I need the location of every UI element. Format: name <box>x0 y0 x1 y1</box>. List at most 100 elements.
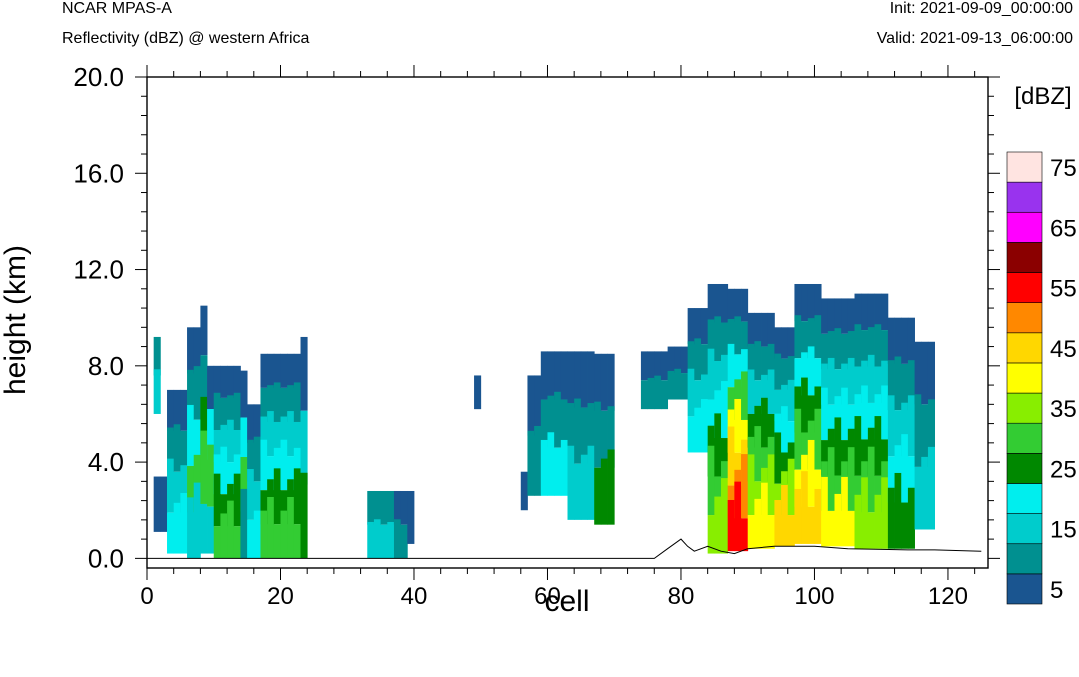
reflectivity-cell <box>700 399 709 453</box>
colorbar-bin <box>1006 332 1043 364</box>
reflectivity-cell <box>761 397 769 448</box>
reflectivity-cell <box>847 357 855 405</box>
reflectivity-cell <box>907 456 915 503</box>
reflectivity-cell <box>901 363 909 411</box>
y-tick-label: 4.0 <box>88 447 124 477</box>
colorbar-label: 45 <box>1050 336 1077 363</box>
reflectivity-cell <box>887 360 895 411</box>
reflectivity-cell <box>794 408 802 470</box>
reflectivity-cell <box>180 430 188 472</box>
reflectivity-cell <box>827 510 835 547</box>
reflectivity-cell <box>153 476 161 532</box>
reflectivity-cell <box>854 293 862 331</box>
reflectivity-cell <box>821 476 829 547</box>
reflectivity-cell <box>767 343 775 381</box>
reflectivity-cell <box>881 477 889 549</box>
reflectivity-cell <box>547 351 555 400</box>
reflectivity-cell <box>373 490 382 525</box>
reflectivity-cell <box>540 439 548 496</box>
reflectivity-cell <box>247 469 255 520</box>
reflectivity-cell <box>567 351 575 408</box>
reflectivity-cell <box>887 487 895 549</box>
reflectivity-cell <box>741 518 749 552</box>
reflectivity-cell <box>827 357 835 405</box>
reflectivity-cell <box>807 439 815 507</box>
reflectivity-cell <box>834 369 842 405</box>
reflectivity-cell <box>207 444 215 507</box>
reflectivity-cell <box>180 465 188 513</box>
reflectivity-cell <box>714 283 722 323</box>
reflectivity-cell <box>520 471 528 511</box>
reflectivity-cell <box>240 488 248 559</box>
terrain-line <box>147 538 982 559</box>
reflectivity-cell <box>400 490 408 525</box>
reflectivity-cell <box>801 321 809 359</box>
reflectivity-cell <box>774 327 782 359</box>
reflectivity-cell <box>267 353 275 388</box>
reflectivity-cell <box>894 356 902 411</box>
reflectivity-cell <box>680 373 689 400</box>
reflectivity-cell <box>801 352 809 396</box>
reflectivity-cell <box>787 458 795 516</box>
reflectivity-cell <box>233 526 241 559</box>
reflectivity-cell <box>841 363 849 405</box>
reflectivity-cell <box>240 456 248 512</box>
reflectivity-cell <box>687 368 695 417</box>
axis-tick-labels: 0 20 40 60 80 100 120 0.0 4.0 8.0 12.0 16.0 20.0 <box>73 62 968 610</box>
reflectivity-cell <box>814 488 822 544</box>
reflectivity-cell <box>660 380 669 410</box>
reflectivity-cell <box>260 490 268 525</box>
reflectivity-cell <box>267 456 275 491</box>
reflectivity-cell <box>841 333 849 370</box>
reflectivity-cell <box>887 456 895 503</box>
reflectivity-cell <box>774 483 782 516</box>
reflectivity-cell <box>400 524 408 559</box>
reflectivity-cell <box>847 510 855 547</box>
reflectivity-cell <box>160 476 168 532</box>
colorbar-label: 35 <box>1050 396 1077 423</box>
reflectivity-cell <box>707 283 715 323</box>
colorbar-label: 65 <box>1050 215 1077 242</box>
reflectivity-cell <box>774 432 782 484</box>
reflectivity-cell <box>540 399 548 448</box>
reflectivity-cell <box>694 308 702 345</box>
reflectivity-cell <box>253 510 261 559</box>
reflectivity-cell <box>921 341 929 405</box>
reflectivity-cell <box>600 458 608 525</box>
reflectivity-cell <box>874 475 882 513</box>
reflectivity-cell <box>787 379 795 422</box>
reflectivity-cell <box>640 351 648 381</box>
reflectivity-cell <box>213 473 221 527</box>
reflectivity-cell <box>754 341 762 381</box>
reflectivity-cell <box>827 298 835 334</box>
reflectivity-cell <box>801 432 809 470</box>
reflectivity-cell <box>654 375 662 410</box>
reflectivity-cell <box>841 440 849 476</box>
reflectivity-cell <box>801 471 809 544</box>
reflectivity-cell <box>821 298 829 334</box>
colorbar-label: 75 <box>1050 155 1077 182</box>
reflectivity-cell <box>754 426 762 482</box>
reflectivity-cell <box>527 375 535 436</box>
reflectivity-cell <box>567 445 575 520</box>
reflectivity-cell <box>273 382 281 422</box>
reflectivity-cell <box>560 351 568 400</box>
reflectivity-cell <box>267 385 275 422</box>
reflectivity-cell <box>901 434 909 503</box>
reflectivity-cell <box>821 363 829 405</box>
y-axis-label: height (km) <box>0 245 32 395</box>
reflectivity-cell <box>727 499 735 552</box>
reflectivity-cell <box>240 370 248 418</box>
reflectivity-cell <box>180 389 188 431</box>
init-time-label: Init: 2021-09-09_00:00:00 <box>889 0 1073 17</box>
reflectivity-cell <box>253 404 261 443</box>
reflectivity-cell <box>247 439 255 482</box>
reflectivity-cell <box>594 467 602 525</box>
reflectivity-cell <box>247 404 255 443</box>
colorbar-bin <box>1006 513 1043 545</box>
reflectivity-cell <box>861 439 869 476</box>
reflectivity-cell <box>200 305 208 356</box>
reflectivity-cell <box>547 432 555 496</box>
reflectivity-cell <box>761 447 769 482</box>
reflectivity-cell <box>574 463 582 520</box>
